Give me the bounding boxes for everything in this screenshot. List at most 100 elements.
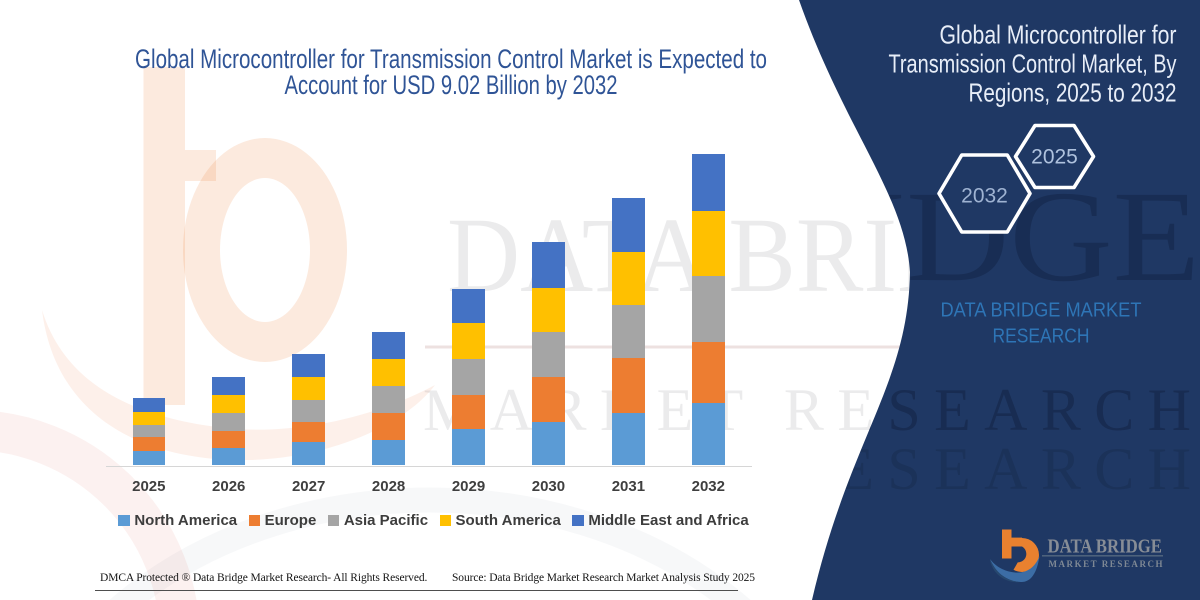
logo-b-bowl [1013, 538, 1039, 572]
dbmr-logo-tagline: MARKET RESEARCH [1049, 559, 1163, 569]
legend-item-south-america: South America [439, 512, 561, 529]
legend-item-europe: Europe [248, 512, 317, 529]
hexagon-2025-shape [1013, 123, 1096, 190]
bar-segment-2027-south-america [292, 376, 325, 400]
legend-swatch-icon [572, 514, 584, 527]
legend-item-asia-pacific: Asia Pacific [327, 512, 429, 529]
side-panel-brand: DATA BRIDGE MARKET RESEARCH [941, 299, 1142, 348]
bar-segment-2032-middle-east-and-africa [692, 153, 725, 212]
legend-swatch-icon [327, 514, 340, 527]
bar-segment-2026-middle-east-and-africa [212, 376, 245, 396]
watermark-b-stem [143, 67, 185, 405]
x-axis-label-2027: 2027 [291, 478, 326, 495]
dbmr-logo: DATA BRIDGE MARKET RESEARCH [990, 529, 1163, 583]
legend-swatch-icon [118, 514, 130, 527]
bar-segment-2025-europe [132, 437, 166, 452]
bar-segment-2029-north-america [452, 429, 485, 466]
x-axis-label-2028: 2028 [371, 478, 406, 495]
bar-segment-2028-north-america [372, 439, 405, 466]
bar-segment-2030-asia-pacific [532, 332, 565, 378]
bar-segment-2025-north-america [132, 451, 166, 466]
dbmr-logo-name: DATA BRIDGE [1048, 536, 1163, 558]
bar-segment-2028-asia-pacific [372, 385, 405, 413]
hexagon-2032: 2032 [937, 153, 1032, 234]
watermark-panel-line3: MARKET RESEARCH [423, 436, 1191, 502]
footer-dmca: DMCA Protected ® Data Bridge Market Rese… [100, 571, 428, 584]
hexagon-2025-label: 2025 [1031, 146, 1078, 169]
bar-segment-2030-middle-east-and-africa [532, 242, 565, 289]
bar-segment-2027-europe [292, 421, 325, 443]
side-panel-shape [799, 0, 1200, 600]
x-axis-label-2031: 2031 [611, 478, 646, 495]
bar-segment-2029-asia-pacific [452, 358, 485, 396]
logo-b-swoosh-shadow [990, 559, 1021, 583]
watermark-b-step [185, 150, 216, 181]
bar-segment-2031-europe [612, 358, 645, 413]
bar-segment-2030-north-america [532, 421, 565, 466]
bar-segment-2028-south-america [372, 358, 405, 386]
x-axis-line [106, 465, 752, 467]
legend-swatch-icon [248, 514, 261, 527]
brand-line1: DATA BRIDGE MARKET [941, 299, 1142, 322]
x-axis-label-2032: 2032 [691, 478, 725, 495]
hexagon-2025: 2025 [1013, 123, 1096, 190]
legend-label: North America [134, 512, 238, 529]
dbmr-logo-icon [990, 529, 1040, 583]
legend-label: Asia Pacific [343, 512, 429, 529]
legend-item-middle-east-and-africa: Middle East and Africa [572, 512, 749, 529]
logo-b-step [1011, 537, 1022, 547]
chart-title-line1: Global Microcontroller for Transmission … [135, 44, 767, 74]
bar-segment-2026-europe [212, 430, 245, 448]
bar-segment-2031-south-america [612, 252, 645, 306]
side-panel-title-line1: Global Microcontroller for [940, 20, 1177, 50]
x-axis-label-2029: 2029 [451, 478, 486, 495]
bar-segment-2031-asia-pacific [612, 305, 645, 359]
bar-segment-2027-north-america [292, 442, 325, 466]
chart-title-line2: Account for USD 9.02 Billion by 2032 [285, 70, 618, 100]
bar-segment-2026-asia-pacific [212, 412, 245, 431]
bar-segment-2029-middle-east-and-africa [452, 288, 485, 323]
brand-line2: RESEARCH [993, 325, 1090, 348]
bar-segment-2030-europe [532, 377, 565, 422]
bar-segment-2025-south-america [132, 411, 166, 425]
watermark-circle-swirl [109, 487, 751, 600]
bar-segment-2032-asia-pacific [692, 276, 725, 343]
side-panel-title: Global Microcontroller for Transmission … [889, 20, 1177, 108]
logo-b-swoosh [990, 556, 1040, 583]
bar-segment-2026-south-america [212, 395, 245, 413]
bar-segment-2030-south-america [532, 288, 565, 333]
legend-label: South America [455, 512, 561, 529]
bar-segment-2031-north-america [612, 412, 645, 466]
x-axis-label-2025: 2025 [132, 478, 166, 495]
chart-legend: North America Europe Asia Pacific South Ame… [102, 512, 766, 529]
bar-segment-2032-north-america [692, 403, 725, 466]
hexagon-2032-shape [937, 153, 1032, 234]
x-axis-label-2026: 2026 [212, 478, 246, 495]
bar-segment-2027-middle-east-and-africa [292, 353, 325, 377]
footer-source: Source: Data Bridge Market Research Mark… [452, 571, 755, 584]
legend-swatch-icon [439, 514, 452, 527]
footer-rule [95, 590, 738, 592]
bar-segment-2029-europe [452, 395, 485, 430]
bar-segment-2025-middle-east-and-africa [132, 398, 166, 412]
bar-segment-2032-south-america [692, 211, 725, 277]
legend-label: Middle East and Africa [588, 512, 749, 529]
legend-label: Europe [264, 512, 317, 529]
bar-segment-2028-middle-east-and-africa [372, 331, 405, 359]
logo-b-stem [1002, 529, 1012, 559]
x-axis-label-2030: 2030 [531, 478, 566, 495]
bar-segment-2027-asia-pacific [292, 399, 325, 422]
bar-segment-2025-asia-pacific [132, 424, 166, 438]
bar-segment-2029-south-america [452, 322, 485, 359]
hexagon-2032-label: 2032 [961, 185, 1008, 208]
legend-item-north-america: North America [118, 512, 237, 529]
watermark-b-bowl [183, 138, 348, 363]
bar-segment-2028-europe [372, 412, 405, 440]
side-panel-title-line3: Regions, 2025 to 2032 [969, 78, 1177, 108]
side-panel-title-line2: Transmission Control Market, By [889, 49, 1177, 79]
bar-segment-2032-europe [692, 342, 725, 404]
bar-segment-2031-middle-east-and-africa [612, 197, 645, 253]
bar-segment-2026-north-america [212, 447, 245, 466]
